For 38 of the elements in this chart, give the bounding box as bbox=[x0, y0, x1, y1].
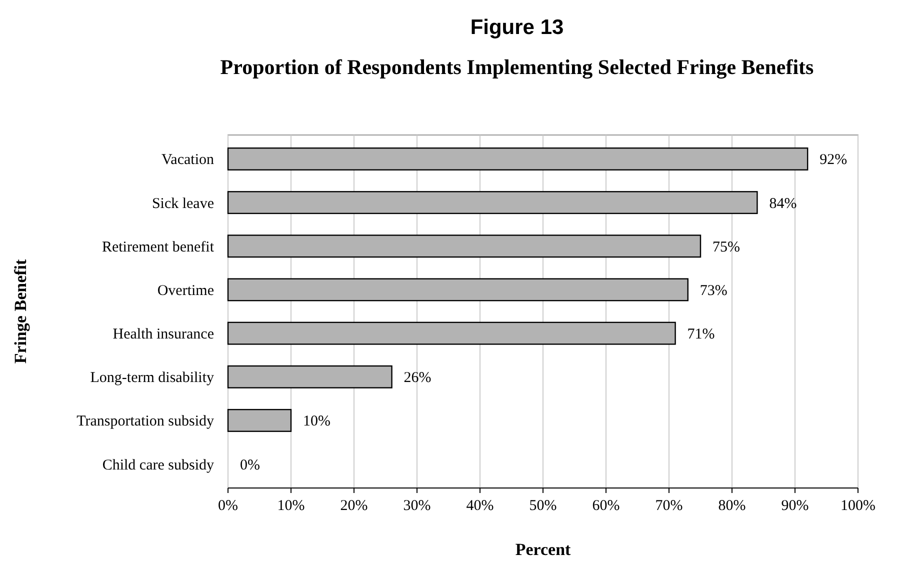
data-label: 92% bbox=[820, 152, 848, 168]
x-tick-label: 40% bbox=[466, 498, 494, 514]
x-tick-label: 0% bbox=[218, 498, 238, 514]
bar bbox=[227, 278, 688, 302]
x-axis-title: Percent bbox=[515, 540, 572, 559]
data-label: 10% bbox=[303, 414, 330, 430]
bar bbox=[227, 365, 392, 388]
x-tick-label: 90% bbox=[781, 498, 809, 514]
y-tick-label: Health insurance bbox=[112, 326, 214, 343]
y-tick-label: Child care subsidy bbox=[102, 457, 214, 474]
data-label: 26% bbox=[404, 370, 432, 386]
y-tick-label: Retirement benefit bbox=[102, 239, 215, 256]
x-tick-label: 80% bbox=[718, 498, 746, 514]
bar bbox=[227, 322, 676, 345]
x-tick-label: 20% bbox=[340, 498, 368, 514]
bar bbox=[227, 191, 758, 214]
y-tick-label: Transportation subsidy bbox=[76, 414, 214, 430]
bar bbox=[227, 147, 808, 170]
x-tick-label: 30% bbox=[403, 498, 431, 514]
y-tick-label: Vacation bbox=[162, 152, 214, 168]
data-label: 75% bbox=[712, 239, 740, 256]
data-label: 71% bbox=[687, 326, 715, 343]
bar bbox=[227, 234, 702, 258]
x-tick-label: 60% bbox=[592, 498, 620, 514]
x-tick-label: 100% bbox=[840, 498, 876, 514]
data-label: 84% bbox=[769, 196, 797, 212]
x-tick-label: 70% bbox=[655, 498, 683, 514]
data-label: 73% bbox=[700, 282, 728, 299]
x-tick-label: 10% bbox=[277, 498, 305, 514]
y-tick-label: Long-term disability bbox=[90, 370, 214, 386]
x-tick-label: 50% bbox=[529, 498, 557, 514]
chart-title: Figure 13 bbox=[470, 16, 564, 39]
bar bbox=[227, 408, 292, 432]
data-label: 0% bbox=[240, 457, 260, 474]
chart-subtitle: Proportion of Respondents Implementing Selected Fringe Benefits bbox=[220, 55, 814, 79]
y-tick-label: Overtime bbox=[157, 282, 214, 299]
y-axis-title: Fringe Benefit bbox=[11, 259, 30, 364]
y-tick-label: Sick leave bbox=[152, 196, 214, 212]
